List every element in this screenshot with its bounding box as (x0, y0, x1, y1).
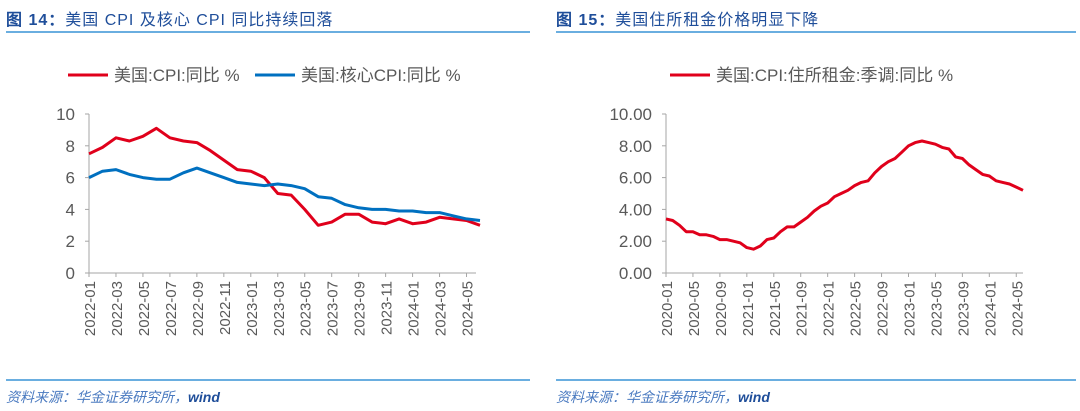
x-tick-label: 2024-01 (982, 281, 999, 336)
y-tick-label: 2 (66, 232, 75, 251)
left-figure-number: 图 14： (6, 12, 66, 29)
cpi-chart: 0 2 4 6 8 10 2022-01 2022-03 2022-05 2022-07 2022-… (56, 66, 481, 336)
x-tick-label: 2023-11 (379, 281, 396, 335)
series-line-1 (665, 139, 1024, 251)
x-tick-label: 2022-07 (163, 281, 180, 336)
x-tick-label: 2022-09 (190, 281, 207, 336)
y-tick-label: 4.00 (619, 200, 652, 219)
x-tick-label: 2022-09 (875, 281, 892, 336)
x-tick-label: 2022-11 (217, 281, 234, 335)
x-tick-label: 2023-03 (271, 281, 288, 336)
x-tick-label: 2023-09 (352, 281, 369, 336)
rent-chart: 0.00 2.00 4.00 6.00 8.00 10.00 2020-01 2020-05 2… (609, 66, 1026, 336)
x-tick-label: 2020-09 (713, 281, 730, 336)
y-tick-label: 10 (56, 105, 75, 124)
y-tick-label: 10.00 (609, 105, 652, 124)
y-tick-label: 8.00 (619, 137, 652, 156)
right-source-brand: wind (738, 389, 770, 405)
right-source-rule (556, 379, 1076, 381)
y-tick-label: 8 (66, 137, 75, 156)
legend-label-2: 美国:核心CPI:同比 % (301, 66, 461, 85)
right-source: 资料来源：华金证券研究所，wind (556, 387, 770, 407)
right-title-rule (556, 31, 1076, 33)
left-title-rule (6, 31, 530, 33)
x-tick-label: 2023-09 (955, 281, 972, 336)
right-source-text: 资料来源：华金证券研究所， (556, 389, 738, 405)
x-tick-label: 2021-09 (794, 281, 811, 336)
y-tick-label: 6.00 (619, 169, 652, 188)
x-tick-label: 2022-05 (136, 281, 153, 336)
left-source: 资料来源：华金证券研究所，wind (6, 387, 220, 407)
y-tick-label: 0.00 (619, 264, 652, 283)
x-tick-label: 2022-01 (82, 281, 99, 336)
x-tick-label: 2021-05 (767, 281, 784, 336)
y-tick-label: 2.00 (619, 232, 652, 251)
y-tick-label: 4 (66, 200, 75, 219)
x-tick-label: 2024-03 (433, 281, 450, 336)
right-title-text: 美国住所租金价格明显下降 (615, 12, 820, 29)
x-tick-label: 2022-01 (821, 281, 838, 336)
y-tick-label: 0 (66, 264, 75, 283)
x-tick-label: 2022-05 (848, 281, 865, 336)
right-figure-number: 图 15： (556, 12, 616, 29)
x-tick-label: 2021-01 (740, 281, 757, 336)
x-tick-label: 2023-01 (901, 281, 918, 336)
x-tick-label: 2023-07 (325, 281, 342, 336)
x-tick-label: 2024-05 (1009, 281, 1026, 336)
x-tick-label: 2024-05 (460, 281, 477, 336)
x-tick-label: 2023-05 (298, 281, 315, 336)
left-source-rule (6, 379, 530, 381)
x-tick-label: 2024-01 (406, 281, 423, 336)
legend-label-1: 美国:CPI:同比 % (114, 66, 240, 85)
left-figure-title: 图 14：美国 CPI 及核心 CPI 同比持续回落 (6, 6, 333, 30)
right-figure-title: 图 15：美国住所租金价格明显下降 (556, 6, 819, 30)
series-line-2 (88, 166, 481, 222)
x-tick-label: 2020-05 (686, 281, 703, 336)
x-tick-label: 2022-03 (109, 281, 126, 336)
x-tick-label: 2020-01 (659, 281, 676, 336)
left-source-brand: wind (188, 389, 220, 405)
series-line-1 (88, 126, 481, 227)
left-source-text: 资料来源：华金证券研究所， (6, 389, 188, 405)
left-title-text: 美国 CPI 及核心 CPI 同比持续回落 (65, 12, 334, 29)
y-tick-label: 6 (66, 169, 75, 188)
x-tick-label: 2023-01 (244, 281, 261, 336)
x-tick-label: 2023-05 (928, 281, 945, 336)
legend-label-1: 美国:CPI:住所租金:季调:同比 % (716, 66, 953, 85)
